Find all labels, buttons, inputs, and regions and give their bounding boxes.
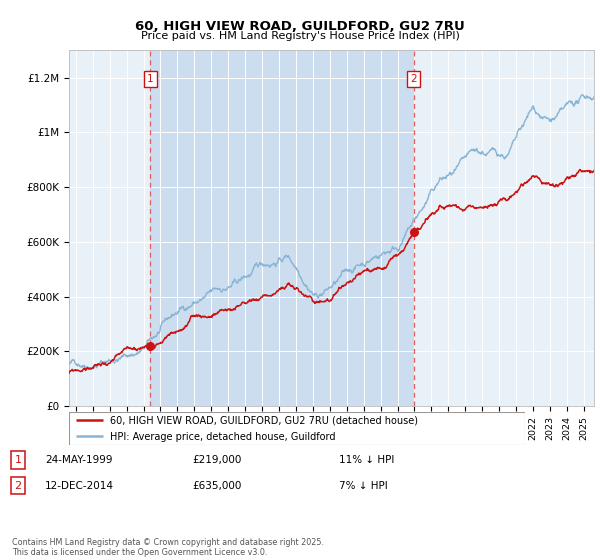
Text: 60, HIGH VIEW ROAD, GUILDFORD, GU2 7RU (detached house): 60, HIGH VIEW ROAD, GUILDFORD, GU2 7RU (…: [110, 416, 418, 426]
Text: HPI: Average price, detached house, Guildford: HPI: Average price, detached house, Guil…: [110, 432, 335, 442]
Text: £635,000: £635,000: [192, 480, 241, 491]
Text: 11% ↓ HPI: 11% ↓ HPI: [339, 455, 394, 465]
Text: 2: 2: [410, 74, 417, 84]
Text: Contains HM Land Registry data © Crown copyright and database right 2025.
This d: Contains HM Land Registry data © Crown c…: [12, 538, 324, 557]
Text: 7% ↓ HPI: 7% ↓ HPI: [339, 480, 388, 491]
Text: 1: 1: [147, 74, 154, 84]
Text: 12-DEC-2014: 12-DEC-2014: [45, 480, 114, 491]
Text: 2: 2: [14, 480, 22, 491]
Text: 60, HIGH VIEW ROAD, GUILDFORD, GU2 7RU: 60, HIGH VIEW ROAD, GUILDFORD, GU2 7RU: [135, 20, 465, 32]
Text: Price paid vs. HM Land Registry's House Price Index (HPI): Price paid vs. HM Land Registry's House …: [140, 31, 460, 41]
Bar: [150, 50, 413, 406]
Text: 24-MAY-1999: 24-MAY-1999: [45, 455, 113, 465]
Text: 1: 1: [14, 455, 22, 465]
Text: £219,000: £219,000: [192, 455, 241, 465]
